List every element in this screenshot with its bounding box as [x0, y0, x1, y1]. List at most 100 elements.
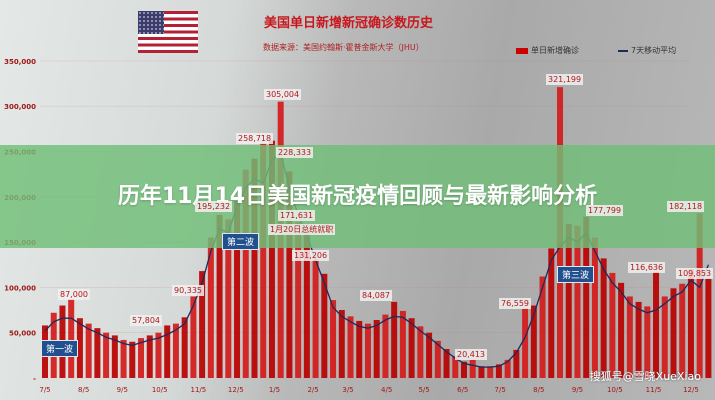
bar [539, 276, 546, 378]
bar [260, 143, 267, 378]
bar [618, 282, 625, 378]
watermark: 搜狐号@雪晓XueXiao [589, 370, 701, 383]
annotation: 84,087 [360, 290, 392, 301]
bar [434, 340, 441, 378]
wave-label-1: 第一波 [41, 340, 79, 357]
bar [574, 225, 581, 378]
wave-label-3: 第三波 [557, 266, 595, 283]
avg-line [44, 152, 710, 368]
bar [635, 301, 642, 378]
bar [120, 339, 127, 378]
bar [251, 158, 258, 378]
legend-bars: 单日新增确诊 [516, 45, 579, 56]
bar [504, 359, 511, 378]
x-tick-label: 9/5 [117, 386, 128, 394]
y-tick-label: 100,000 [4, 284, 36, 292]
bar [347, 316, 354, 378]
annotation: 177,799 [586, 205, 624, 216]
bar [68, 299, 75, 378]
bar [268, 140, 275, 378]
bar [216, 214, 223, 378]
bar [460, 361, 467, 378]
x-tick-label: 1/5 [269, 386, 280, 394]
bar [111, 335, 118, 378]
y-tick-label: 50,000 [9, 330, 36, 338]
bar [399, 310, 406, 378]
x-tick-label: 2/5 [307, 386, 318, 394]
bar [242, 169, 249, 378]
bar [312, 259, 319, 378]
bar [609, 272, 616, 378]
annotation: 305,004 [264, 89, 302, 100]
bar [155, 332, 162, 378]
bar [103, 332, 110, 378]
bar [583, 216, 590, 378]
annotation: 116,636 [628, 262, 666, 273]
annotation: 182,118 [667, 201, 705, 212]
bar [408, 318, 415, 378]
annotation: 109,853 [676, 268, 714, 279]
bar [687, 269, 694, 378]
bar [600, 258, 607, 378]
chart-title: 美国单日新增新冠确诊数历史 [264, 16, 434, 31]
bar [338, 310, 345, 378]
bar [190, 296, 197, 378]
x-tick-label: 11/5 [646, 386, 662, 394]
bar [129, 341, 136, 378]
x-tick-label: 6/5 [457, 386, 468, 394]
bar [172, 323, 179, 378]
x-tick-label: 11/5 [191, 386, 207, 394]
bar [548, 248, 555, 378]
bar [591, 237, 598, 378]
legend-avg: 7天移动平均 [618, 45, 676, 56]
x-tick-label: 12/5 [683, 386, 699, 394]
annotation: 321,199 [546, 74, 584, 85]
annotation: 20,413 [455, 349, 487, 360]
y-tick-label: 300,000 [4, 103, 36, 111]
x-tick-label: 9/5 [572, 386, 583, 394]
x-tick-label: 8/5 [533, 386, 544, 394]
bar [146, 335, 153, 378]
banner-title: 历年11月14日美国新冠疫情回顾与最新影响分析 [117, 183, 598, 209]
annotation: 171,631 [278, 210, 316, 221]
x-tick-label: 8/5 [78, 386, 89, 394]
bar [234, 201, 241, 378]
bar [626, 296, 633, 378]
bar [94, 328, 101, 378]
x-tick-label: 5/5 [418, 386, 429, 394]
bar [417, 326, 424, 378]
bar [330, 300, 337, 378]
x-tick-label: 7/5 [39, 386, 50, 394]
bar [452, 356, 459, 378]
bar [321, 273, 328, 378]
bar [705, 278, 712, 378]
title-banner: 历年11月14日美国新冠疫情回顾与最新影响分析 [0, 145, 715, 248]
bar [225, 219, 232, 378]
bar [679, 283, 686, 378]
bar [670, 288, 677, 378]
annotation: 131,206 [292, 250, 330, 261]
annotation: 76,559 [499, 298, 531, 309]
event-note: 1月20日总统就职 [268, 224, 336, 235]
bar [522, 308, 529, 378]
bar [391, 301, 398, 378]
legend-label-avg: 7天移动平均 [631, 46, 677, 55]
annotation: 57,804 [130, 315, 162, 326]
annotation: 258,718 [236, 133, 274, 144]
bar [653, 271, 660, 378]
bar [661, 296, 668, 378]
bar [303, 223, 310, 378]
x-tick-label: 4/5 [381, 386, 392, 394]
bar [495, 364, 502, 378]
x-tick-label: 10/5 [152, 386, 168, 394]
bar [644, 306, 651, 378]
bar [426, 332, 433, 378]
wave-label-2: 第二波 [222, 233, 260, 250]
chart-source: 数据来源：美国约翰斯·霍普金斯大学（JHU） [263, 43, 424, 52]
annotation: 228,333 [276, 147, 314, 158]
annotation: 87,000 [58, 289, 90, 300]
y-tick-label: - [33, 375, 36, 383]
bar [469, 359, 476, 378]
x-tick-label: 7/5 [495, 386, 506, 394]
bar [138, 338, 145, 378]
